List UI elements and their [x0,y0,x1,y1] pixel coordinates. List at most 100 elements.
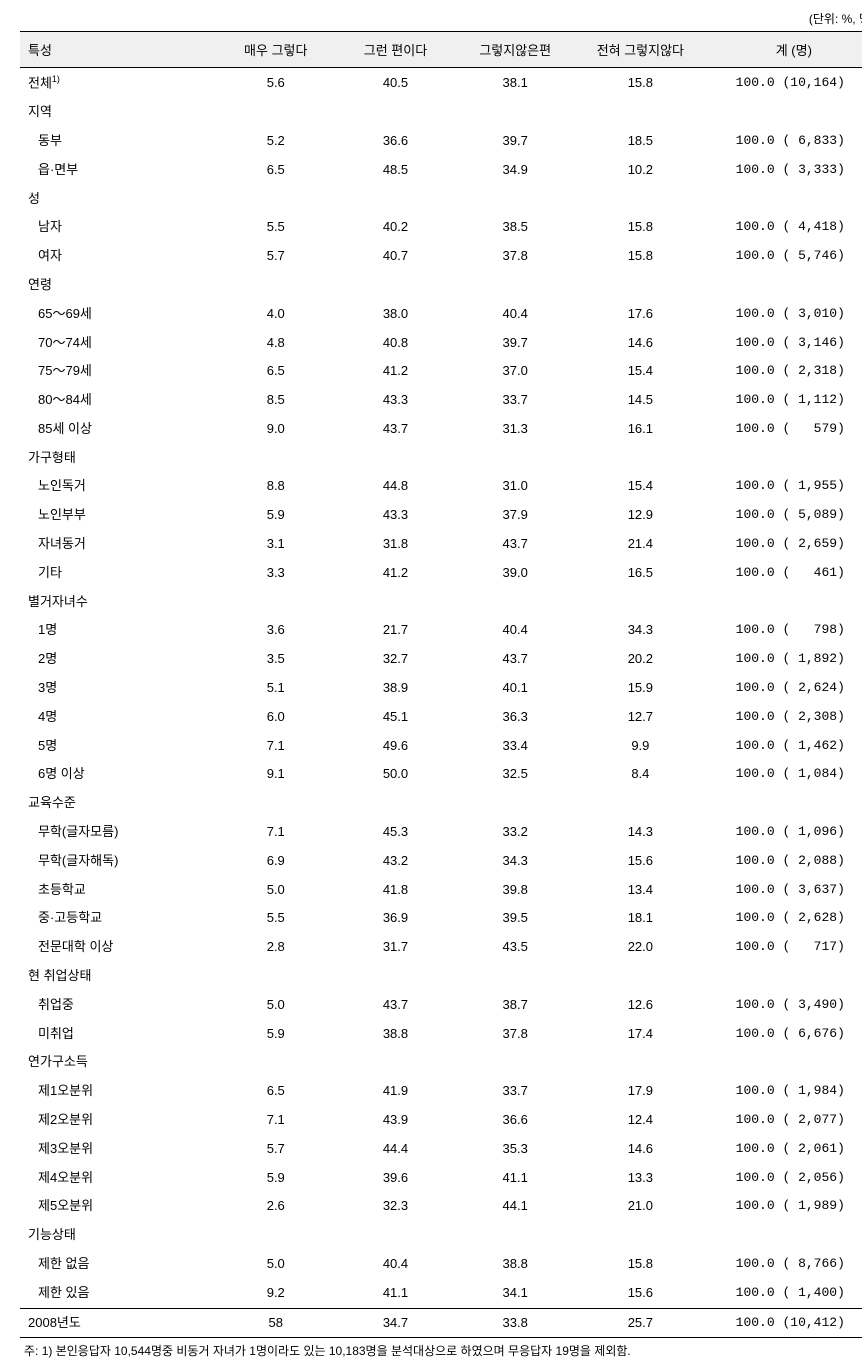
table-row: 3명5.138.940.115.9100.0 ( 2,624) [20,674,862,703]
value-cell: 36.6 [455,1106,575,1135]
row-label: 중·고등학교 [20,904,216,933]
value-cell: 3.5 [216,645,336,674]
total-cell: 100.0 ( 3,146) [706,329,862,358]
empty-cell [706,185,862,214]
table-row: 남자5.540.238.515.8100.0 ( 4,418) [20,213,862,242]
empty-cell [336,789,456,818]
total-cell: 100.0 ( 2,308) [706,703,862,732]
row-label: 지역 [20,98,216,127]
total-cell: 100.0 ( 2,088) [706,847,862,876]
value-cell: 9.1 [216,760,336,789]
empty-cell [336,588,456,617]
empty-cell [706,789,862,818]
empty-cell [575,1221,706,1250]
empty-cell [336,444,456,473]
value-cell: 17.6 [575,300,706,329]
value-cell: 39.6 [336,1164,456,1193]
total-cell: 100.0 ( 1,984) [706,1077,862,1106]
table-row: 제2오분위7.143.936.612.4100.0 ( 2,077) [20,1106,862,1135]
section-header-row: 기능상태 [20,1221,862,1250]
table-row: 초등학교5.041.839.813.4100.0 ( 3,637) [20,876,862,905]
empty-cell [575,444,706,473]
empty-cell [575,789,706,818]
empty-cell [575,588,706,617]
value-cell: 39.7 [455,127,575,156]
value-cell: 43.2 [336,847,456,876]
table-row: 2명3.532.743.720.2100.0 ( 1,892) [20,645,862,674]
row-label: 제2오분위 [20,1106,216,1135]
value-cell: 5.1 [216,674,336,703]
empty-cell [216,1048,336,1077]
empty-cell [706,588,862,617]
row-label: 3명 [20,674,216,703]
empty-cell [455,271,575,300]
section-header-row: 가구형태 [20,444,862,473]
empty-cell [216,185,336,214]
empty-cell [455,588,575,617]
total-cell: 100.0 ( 717) [706,933,862,962]
table-row: 무학(글자모름)7.145.333.214.3100.0 ( 1,096) [20,818,862,847]
total-cell: 100.0 ( 3,333) [706,156,862,185]
value-cell: 12.6 [575,991,706,1020]
table-row: 4명6.045.136.312.7100.0 ( 2,308) [20,703,862,732]
value-cell: 9.9 [575,732,706,761]
value-cell: 37.8 [455,1020,575,1049]
value-cell: 40.8 [336,329,456,358]
value-cell: 40.4 [455,616,575,645]
total-cell: 100.0 ( 1,112) [706,386,862,415]
table-row: 65～69세4.038.040.417.6100.0 ( 3,010) [20,300,862,329]
value-cell: 17.4 [575,1020,706,1049]
value-cell: 33.7 [455,386,575,415]
table-row: 제5오분위2.632.344.121.0100.0 ( 1,989) [20,1192,862,1221]
value-cell: 21.0 [575,1192,706,1221]
empty-cell [575,98,706,127]
value-cell: 32.7 [336,645,456,674]
value-cell: 14.6 [575,1135,706,1164]
value-cell: 2.6 [216,1192,336,1221]
value-cell: 39.7 [455,329,575,358]
value-cell: 36.9 [336,904,456,933]
value-cell: 14.3 [575,818,706,847]
empty-cell [216,271,336,300]
row-label: 동부 [20,127,216,156]
value-cell: 8.8 [216,472,336,501]
value-cell: 43.7 [336,991,456,1020]
row-label: 가구형태 [20,444,216,473]
value-cell: 15.8 [575,213,706,242]
value-cell: 5.9 [216,501,336,530]
total-cell: 100.0 ( 2,061) [706,1135,862,1164]
table-row: 75～79세6.541.237.015.4100.0 ( 2,318) [20,357,862,386]
row-label: 미취업 [20,1020,216,1049]
row-label: 65～69세 [20,300,216,329]
empty-cell [706,962,862,991]
value-cell: 13.4 [575,876,706,905]
value-cell: 32.3 [336,1192,456,1221]
total-cell: 100.0 ( 2,318) [706,357,862,386]
table-row: 1명3.621.740.434.3100.0 ( 798) [20,616,862,645]
value-cell: 7.1 [216,732,336,761]
table-row: 여자5.740.737.815.8100.0 ( 5,746) [20,242,862,271]
table-row: 전문대학 이상2.831.743.522.0100.0 ( 717) [20,933,862,962]
section-header-row: 연령 [20,271,862,300]
value-cell: 38.7 [455,991,575,1020]
empty-cell [706,98,862,127]
table-row: 노인독거8.844.831.015.4100.0 ( 1,955) [20,472,862,501]
row-label: 제3오분위 [20,1135,216,1164]
table-row: 미취업5.938.837.817.4100.0 ( 6,676) [20,1020,862,1049]
value-cell: 44.4 [336,1135,456,1164]
row-label: 기능상태 [20,1221,216,1250]
value-cell: 44.1 [455,1192,575,1221]
value-cell: 39.0 [455,559,575,588]
row-label: 75～79세 [20,357,216,386]
value-cell: 34.1 [455,1279,575,1308]
value-cell: 44.8 [336,472,456,501]
total-cell: 100.0 ( 1,462) [706,732,862,761]
table-row: 제한 없음5.040.438.815.8100.0 ( 8,766) [20,1250,862,1279]
total-cell: 100.0 ( 5,746) [706,242,862,271]
total-cell: 100.0 ( 579) [706,415,862,444]
total-cell: 100.0 ( 6,676) [706,1020,862,1049]
value-cell: 6.5 [216,357,336,386]
value-cell: 43.3 [336,386,456,415]
empty-cell [336,1221,456,1250]
table-row: 전체1)5.640.538.115.8100.0 (10,164) [20,68,862,99]
